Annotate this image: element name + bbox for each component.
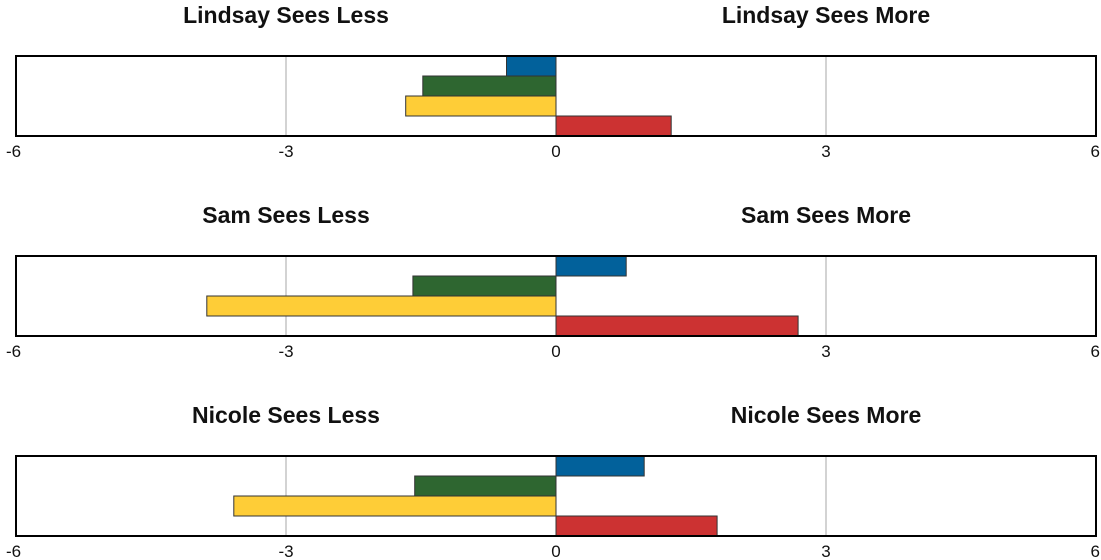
panel-right-title: Lindsay Sees More [722,2,930,28]
x-tick-label: 3 [821,342,830,361]
panel-right-title: Sam Sees More [741,202,911,228]
bar [412,275,557,297]
bar [555,315,799,337]
panel-left-title: Sam Sees Less [202,202,370,228]
x-tick-label: -3 [278,142,293,161]
x-tick-label: 0 [551,342,560,361]
bar [206,295,557,317]
panel-left-title: Lindsay Sees Less [183,2,389,28]
x-tick-label: -6 [6,342,21,361]
bar [555,455,645,477]
panel-right-title: Nicole Sees More [731,402,921,428]
x-tick-label: 6 [1091,342,1100,361]
x-tick-label: 3 [821,542,830,560]
x-tick-label: 0 [551,142,560,161]
plot-frame [15,55,1097,137]
bar [506,55,557,77]
bar [555,115,672,137]
bar [555,515,718,537]
x-tick-label: 6 [1091,142,1100,161]
x-tick-label: 3 [821,142,830,161]
bar [414,475,557,497]
bar [233,495,557,517]
plot-frame [15,455,1097,537]
panel-2: Nicole Sees Less Nicole Sees More -6 -3 0 3 6 [6,402,1100,560]
x-tick-label: 6 [1091,542,1100,560]
panel-0: Lindsay Sees Less Lindsay Sees More -6 -3 0 3… [6,2,1100,161]
panel-left-title: Nicole Sees Less [192,402,380,428]
panel-1: Sam Sees Less Sam Sees More -6 -3 0 3 6 [6,202,1100,361]
plot-frame [15,255,1097,337]
x-tick-label: -3 [278,342,293,361]
bar [422,75,557,97]
bar [555,255,627,277]
x-tick-label: 0 [551,542,560,560]
x-tick-label: -6 [6,142,21,161]
x-tick-label: -3 [278,542,293,560]
bar [405,95,557,117]
x-tick-label: -6 [6,542,21,560]
